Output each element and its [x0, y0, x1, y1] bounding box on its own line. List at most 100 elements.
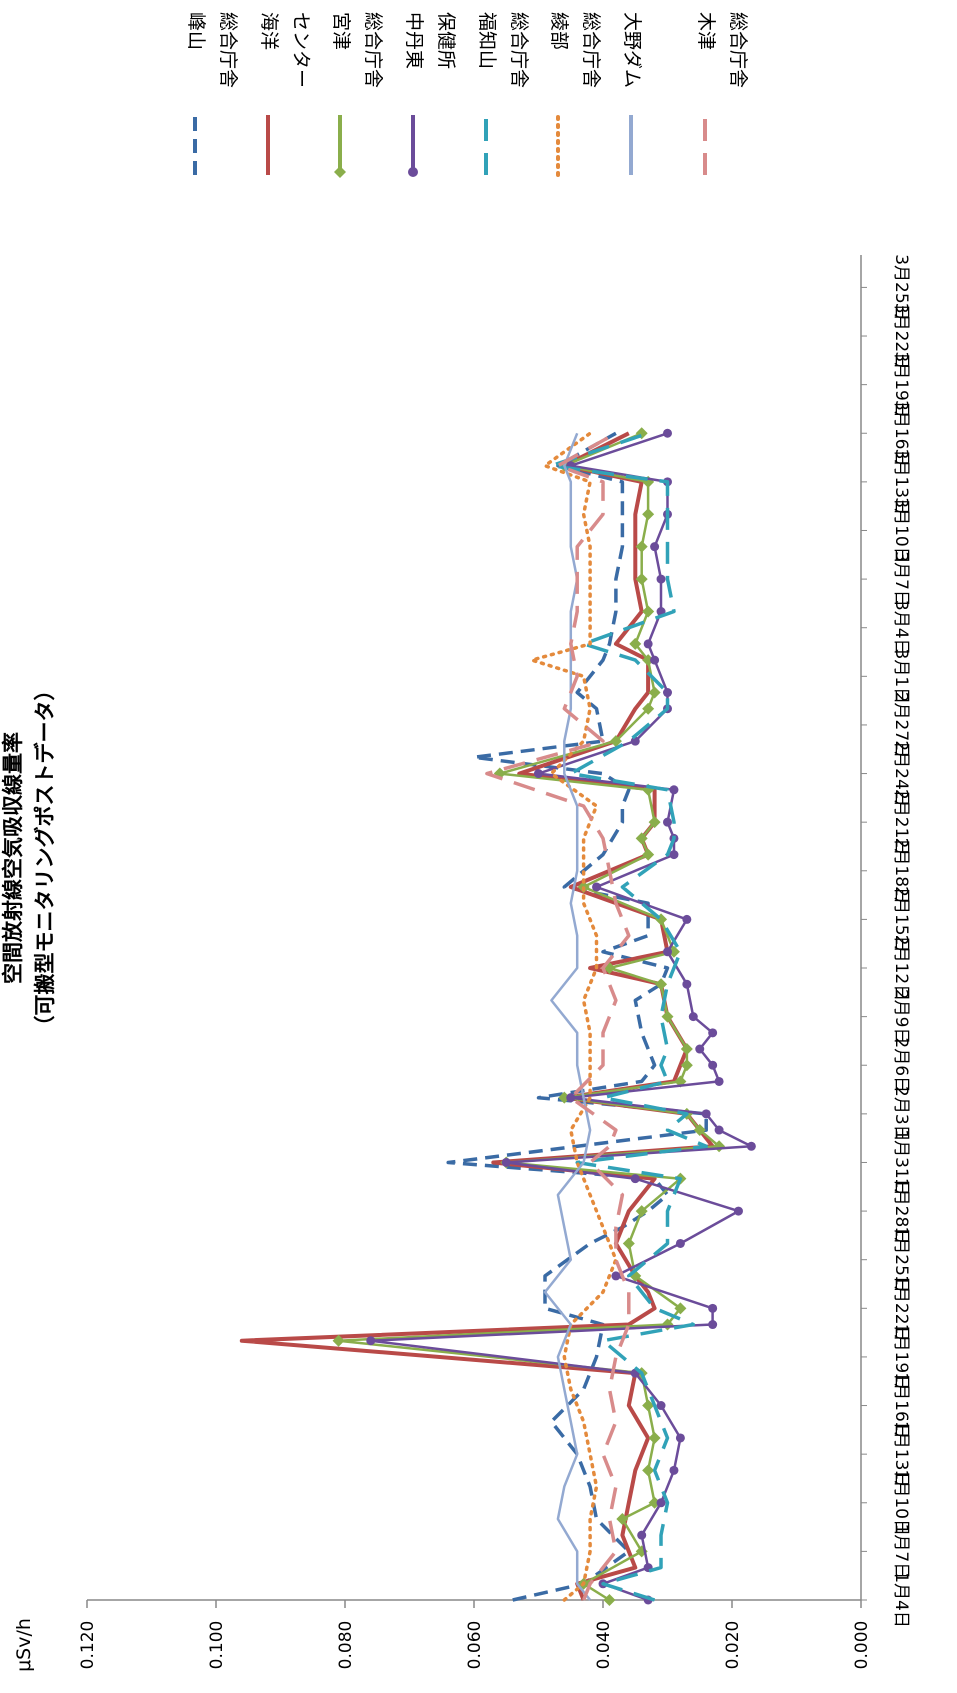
data-point — [642, 605, 655, 618]
data-point — [682, 979, 692, 989]
time-tick-label: 3月13日 — [891, 449, 911, 515]
data-point — [501, 1157, 511, 1167]
chart-subtitle: （可搬型モニタリングポストデータ） — [33, 680, 57, 1037]
legend-label: 保健所 — [435, 12, 457, 69]
data-point — [746, 1141, 756, 1151]
value-tick-label: 0.020 — [723, 1621, 743, 1670]
data-point — [650, 655, 660, 665]
time-tick-label: 3月25日 — [891, 254, 911, 320]
series-7 — [485, 431, 631, 1601]
time-tick-label: 1月28日 — [891, 1178, 911, 1244]
data-point — [566, 1093, 576, 1103]
data-point — [630, 1174, 640, 1184]
data-point — [635, 832, 648, 845]
series-5 — [530, 431, 618, 1602]
data-point — [637, 1530, 647, 1540]
data-point — [635, 540, 648, 553]
legend-label: 総合庁舎 — [727, 12, 749, 88]
data-point — [642, 702, 655, 715]
data-point — [682, 914, 692, 924]
legend-label: 総合庁舎 — [508, 12, 530, 88]
time-tick-label: 1月31日 — [891, 1129, 911, 1195]
time-tick-label: 2月6日 — [891, 1037, 911, 1093]
data-point — [558, 1091, 571, 1104]
data-point — [366, 1336, 376, 1346]
data-point — [708, 1303, 718, 1313]
series-6 — [543, 432, 592, 1601]
value-tick-label: 0.080 — [336, 1621, 356, 1670]
legend-label: センター — [290, 12, 312, 88]
time-tick-label: 3月7日 — [891, 551, 911, 607]
data-point — [642, 508, 655, 521]
time-tick-label: 1月25日 — [891, 1226, 911, 1292]
time-tick-label: 2月27日 — [891, 692, 911, 758]
data-point — [688, 1012, 698, 1022]
time-tick-label: 2月15日 — [891, 886, 911, 952]
data-point — [733, 1206, 743, 1216]
data-point — [642, 1399, 655, 1412]
data-point — [663, 428, 672, 438]
data-point — [642, 1464, 655, 1477]
series-layer — [239, 427, 756, 1606]
series-line — [485, 431, 631, 1601]
data-point — [656, 1498, 666, 1508]
data-point — [642, 654, 655, 667]
data-point — [616, 1512, 629, 1525]
legend-label: 中丹東 — [403, 12, 425, 69]
data-point — [708, 1320, 718, 1330]
data-point — [701, 1109, 711, 1119]
data-point — [609, 735, 622, 748]
data-point — [669, 785, 679, 795]
legend-label: 宮津 — [330, 12, 352, 50]
data-point — [714, 1125, 724, 1135]
time-tick-label: 1月16日 — [891, 1372, 911, 1438]
series-line — [446, 431, 708, 1602]
legend-label: 総合庁舎 — [580, 12, 602, 88]
data-point — [611, 1271, 621, 1281]
time-tick-label: 1月22日 — [891, 1275, 911, 1341]
data-point — [680, 1043, 693, 1056]
time-tick-label: 3月19日 — [891, 351, 911, 417]
data-point — [534, 769, 543, 779]
data-point — [622, 1237, 635, 1250]
data-point — [695, 1044, 705, 1054]
data-point — [663, 688, 672, 698]
legend-label: 海洋 — [258, 12, 280, 50]
legend-label: 木津 — [695, 12, 717, 50]
data-point — [650, 542, 660, 552]
data-point — [675, 1433, 685, 1443]
series-1 — [239, 431, 715, 1601]
data-point — [669, 1465, 679, 1475]
data-point — [635, 1205, 648, 1218]
data-point — [680, 1059, 693, 1072]
legend-label: 大野ダム — [621, 12, 643, 88]
time-tick-label: 2月18日 — [891, 838, 911, 904]
legend-item: 海洋 センター — [258, 12, 312, 175]
time-tick-label: 1月10日 — [891, 1470, 911, 1536]
legend-marker — [334, 166, 346, 178]
legend-item: 木津 総合庁舎 — [695, 12, 749, 175]
data-point — [648, 1431, 661, 1444]
unit-label: μSv/h — [13, 1618, 35, 1672]
time-tick-label: 1月7日 — [891, 1524, 911, 1580]
data-point — [655, 978, 668, 991]
time-tick-label: 2月21日 — [891, 789, 911, 855]
data-point — [643, 639, 653, 649]
series-3 — [366, 428, 756, 1605]
series-0 — [446, 431, 708, 1602]
value-tick-label: 0.120 — [78, 1621, 98, 1670]
data-point — [648, 686, 661, 699]
legend-item: 峰山 総合庁舎 — [185, 12, 239, 175]
data-point — [332, 1334, 345, 1347]
series-2 — [332, 427, 726, 1606]
data-point — [714, 1076, 724, 1086]
legend-label: 福知山 — [476, 12, 498, 69]
axes: 0.000 0.020 0.040 0.060 0.080 0.100 0.120 μSv/h… — [13, 254, 911, 1672]
data-point — [669, 850, 679, 860]
data-point — [661, 1010, 674, 1023]
data-point — [635, 573, 648, 586]
series-line — [549, 431, 708, 1602]
value-tick-label: 0.060 — [465, 1621, 485, 1670]
data-point — [592, 882, 602, 892]
legend-marker — [408, 167, 418, 177]
